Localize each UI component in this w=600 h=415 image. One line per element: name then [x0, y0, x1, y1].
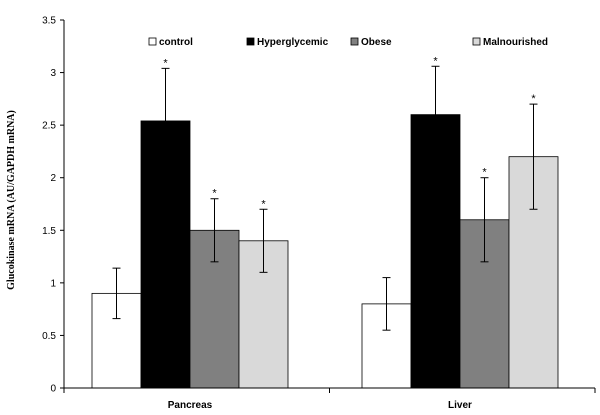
y-tick-label: 2: [50, 173, 56, 184]
significance-star: *: [482, 167, 487, 179]
legend-swatch-control: [148, 37, 157, 46]
y-tick-label: 3.5: [42, 16, 56, 27]
legend-label: Obese: [361, 37, 392, 48]
y-tick-label: 1.5: [42, 226, 56, 237]
y-tick-label: 0: [50, 384, 56, 395]
legend-label: control: [159, 37, 193, 48]
significance-star: *: [163, 57, 168, 69]
significance-star: *: [433, 55, 438, 67]
significance-star: *: [212, 188, 217, 200]
x-category-label: Liver: [448, 400, 472, 411]
significance-layer: * * * * * *: [163, 55, 536, 210]
significance-star: *: [261, 198, 266, 210]
legend-label: Malnourished: [483, 37, 548, 48]
legend-swatch-hyperglycemic: [246, 37, 255, 46]
y-tick-label: 1: [50, 278, 56, 289]
y-tick-label: 3: [50, 68, 56, 79]
bars-layer: [91, 114, 559, 389]
y-tick-label: 2.5: [42, 121, 56, 132]
y-axis-title: Glucokinase mRNA (AU/GAPDH mRNA): [6, 110, 17, 290]
error-bars-layer: [112, 65, 538, 331]
x-category-label: Pancreas: [168, 400, 213, 411]
y-tick-label: 0.5: [42, 331, 56, 342]
legend-swatch-malnourished: [472, 37, 481, 46]
legend-swatch-obese: [350, 37, 359, 46]
axes-layer: 0 0.5 1 1.5 2 2.5 3 3.5 Pancreas Liver: [42, 16, 596, 411]
significance-star: *: [531, 93, 536, 105]
legend: control Hyperglycemic Obese Malnourished: [148, 37, 548, 48]
legend-label: Hyperglycemic: [257, 37, 329, 48]
